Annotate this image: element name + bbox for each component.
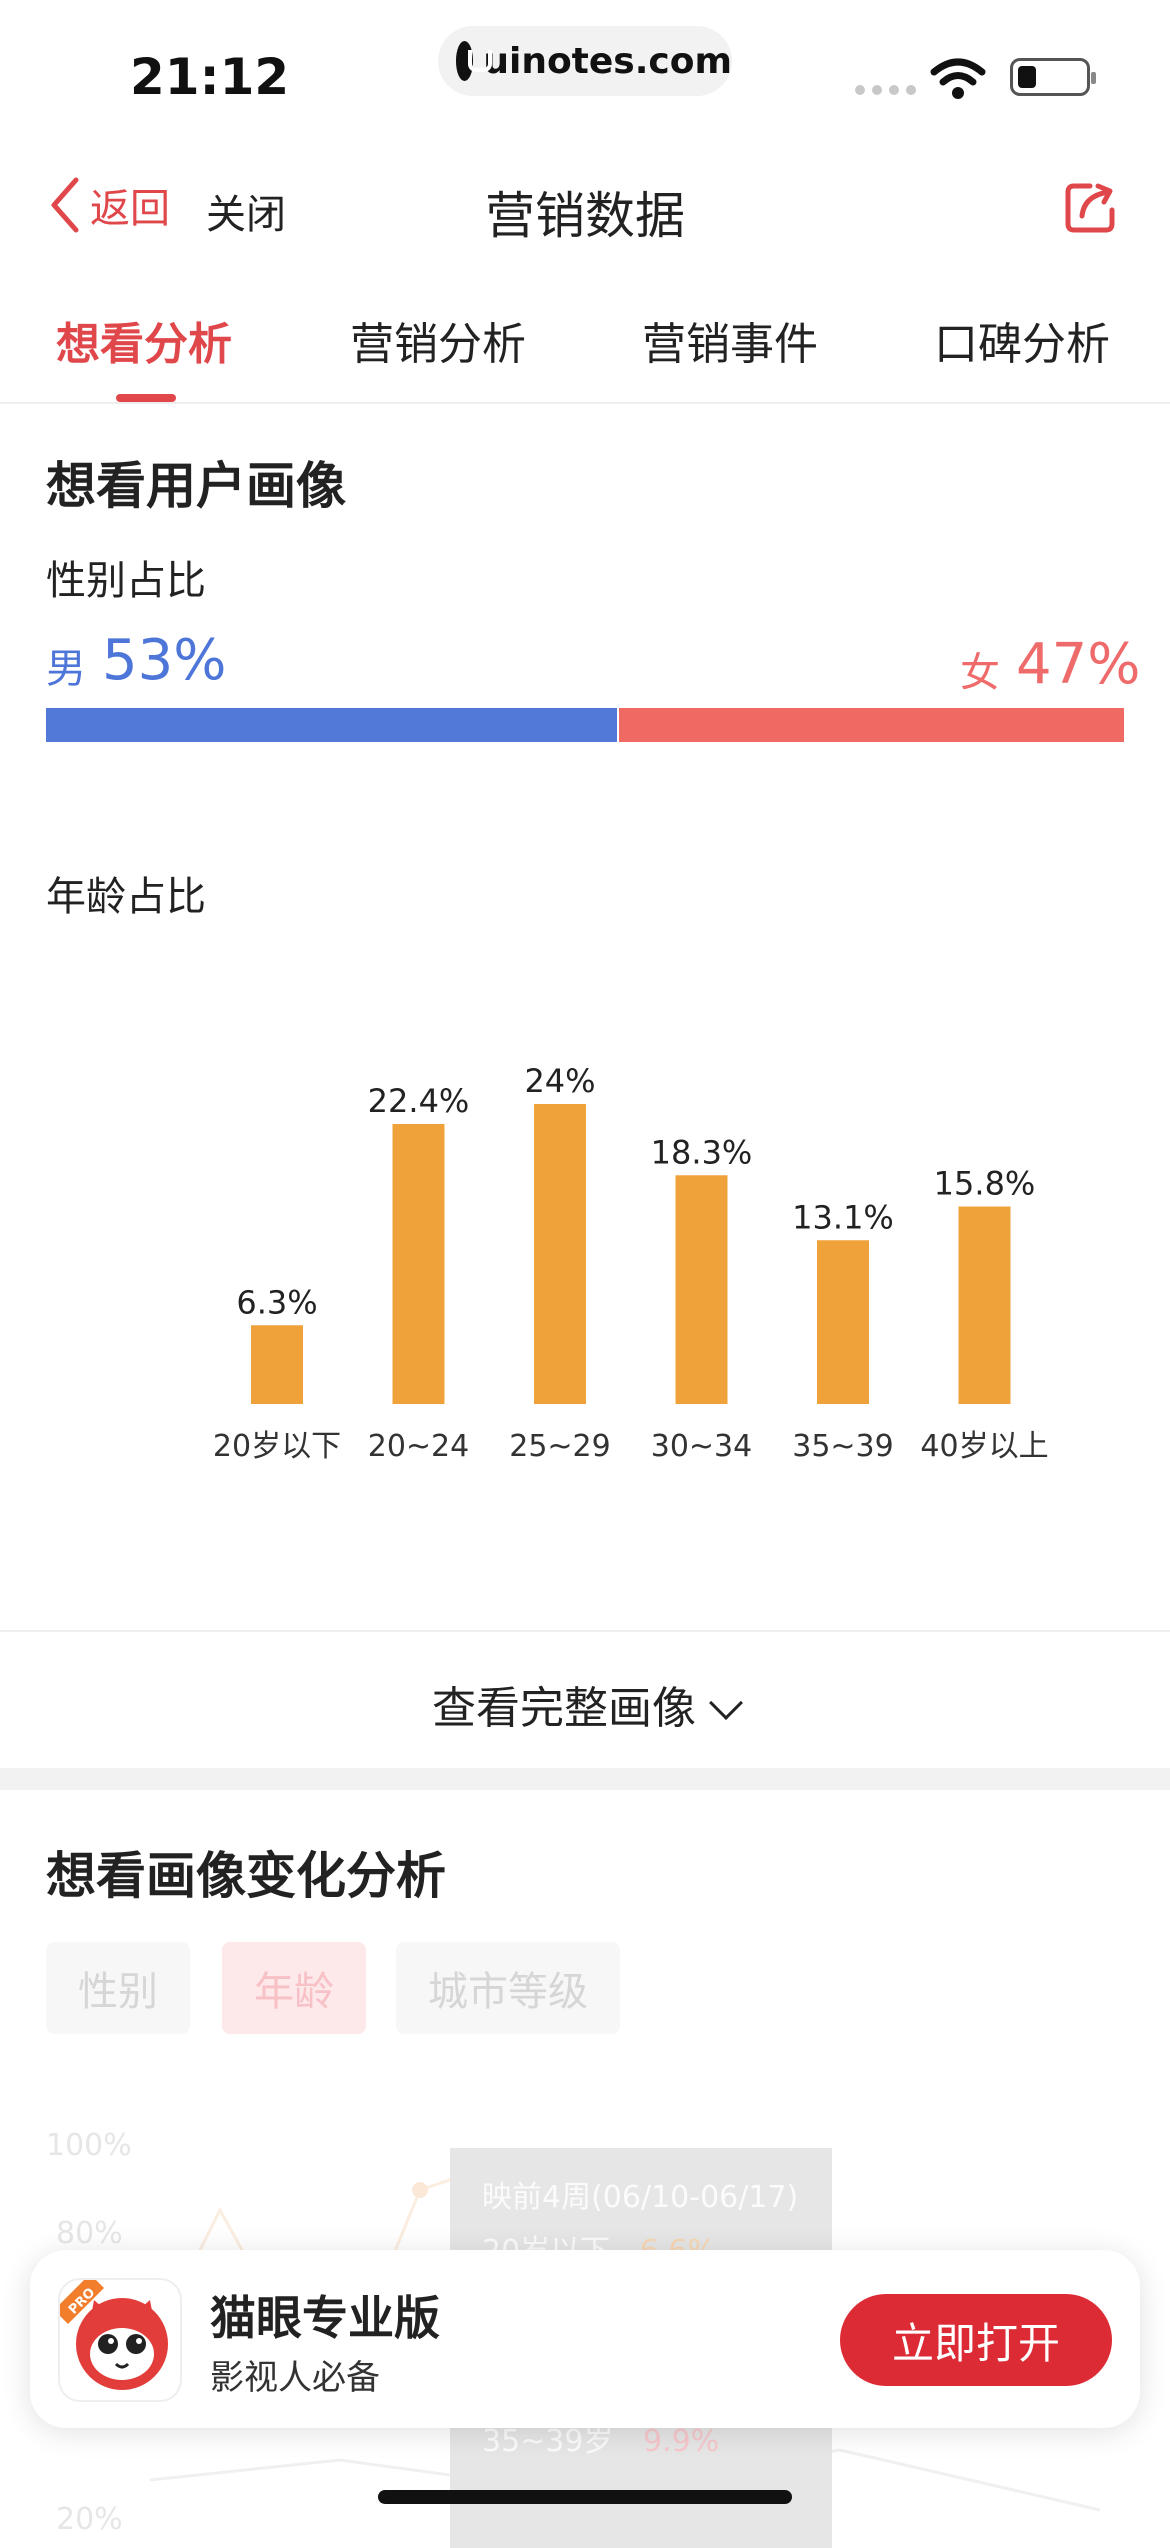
tab-indicator bbox=[116, 394, 176, 402]
section-gap bbox=[0, 1768, 1170, 1790]
wifi-icon bbox=[930, 58, 986, 99]
back-label: 返回 bbox=[90, 186, 170, 232]
url-pill[interactable]: uinotes.com bbox=[438, 26, 732, 96]
open-app-button[interactable]: 立即打开 bbox=[840, 2294, 1112, 2386]
age-bar-value-label: 15.8% bbox=[934, 1165, 1036, 1203]
page-title: 营销数据 bbox=[485, 187, 685, 245]
age-bar-chart: 6.3% 20岁以下 22.4% 20~24 24% 25~29 18.3% 30~34 13.… bbox=[213, 1062, 1049, 1464]
tooltip-header: 映前4周(06/10-06/17) bbox=[482, 2180, 799, 2215]
close-button[interactable]: 关闭 bbox=[206, 192, 286, 238]
section-title: 想看用户画像 bbox=[46, 457, 346, 515]
battery-icon bbox=[1010, 58, 1096, 96]
female-value: 47% bbox=[1016, 632, 1141, 697]
age-title: 年龄占比 bbox=[46, 874, 206, 920]
tab-marketing-events[interactable]: 营销事件 bbox=[642, 319, 818, 370]
chevron-down-icon bbox=[709, 1686, 743, 1720]
tooltip-row-value: 9.9% bbox=[643, 2424, 720, 2459]
y-tick-80: 80% bbox=[56, 2216, 123, 2251]
age-bar bbox=[958, 1206, 1011, 1404]
age-bar-value-label: 6.3% bbox=[236, 1283, 317, 1321]
share-icon[interactable] bbox=[1062, 180, 1118, 236]
tooltip-row-label: 35~39岁 bbox=[482, 2424, 614, 2459]
status-time: 21:12 bbox=[130, 48, 290, 106]
female-label: 女 bbox=[960, 650, 1000, 696]
view-full-profile-button[interactable]: 查看完整画像 bbox=[0, 1672, 1170, 1736]
app-slogan: 影视人必备 bbox=[210, 2358, 380, 2398]
tab-want-analysis[interactable]: 想看分析 bbox=[56, 319, 232, 370]
male-label: 男 bbox=[46, 646, 86, 692]
age-bar bbox=[251, 1325, 303, 1404]
back-button[interactable]: 返回 bbox=[48, 176, 170, 234]
gender-bar-female bbox=[619, 708, 1124, 742]
maoyan-app-icon: PRO bbox=[58, 2278, 182, 2402]
age-bar bbox=[534, 1104, 586, 1404]
age-category-label: 30~34 bbox=[651, 1429, 752, 1464]
age-category-label: 20~24 bbox=[368, 1429, 469, 1464]
tab-marketing-analysis[interactable]: 营销分析 bbox=[350, 319, 526, 370]
app-download-banner[interactable]: PRO 猫眼专业版 影视人必备 立即打开 bbox=[30, 2250, 1140, 2428]
age-bar-value-label: 22.4% bbox=[368, 1082, 470, 1120]
divider bbox=[0, 1630, 1170, 1632]
gender-bar-male bbox=[46, 708, 617, 742]
y-tick-100: 100% bbox=[46, 2128, 132, 2163]
home-indicator bbox=[378, 2490, 792, 2504]
age-bar-value-label: 13.1% bbox=[792, 1198, 894, 1236]
filter-gender[interactable]: 性别 bbox=[46, 1942, 190, 2034]
tab-divider bbox=[0, 402, 1170, 404]
change-section-title: 想看画像变化分析 bbox=[46, 1847, 446, 1905]
y-tick-20: 20% bbox=[56, 2502, 123, 2537]
age-category-label: 25~29 bbox=[509, 1429, 610, 1464]
age-bar-value-label: 18.3% bbox=[651, 1133, 753, 1171]
age-bar-value-label: 24% bbox=[524, 1062, 595, 1100]
site-logo-icon bbox=[456, 41, 493, 81]
view-full-label: 查看完整画像 bbox=[432, 1683, 696, 1734]
gender-title: 性别占比 bbox=[46, 558, 206, 604]
app-name: 猫眼专业版 bbox=[210, 2291, 440, 2345]
filter-age[interactable]: 年龄 bbox=[222, 1942, 366, 2034]
url-text: uinotes.com bbox=[483, 40, 732, 82]
tooltip-row: 35~39岁 9.9% bbox=[482, 2416, 719, 2460]
male-value: 53% bbox=[102, 628, 227, 693]
age-bar bbox=[675, 1175, 728, 1404]
age-category-label: 40岁以上 bbox=[920, 1429, 1048, 1464]
age-category-label: 35~39 bbox=[792, 1429, 893, 1464]
age-bar bbox=[392, 1124, 445, 1404]
tab-reputation-analysis[interactable]: 口碑分析 bbox=[934, 319, 1110, 370]
chevron-left-icon bbox=[51, 177, 79, 233]
age-category-label: 20岁以下 bbox=[213, 1429, 341, 1464]
signal-icon bbox=[855, 85, 916, 95]
filter-city-level[interactable]: 城市等级 bbox=[396, 1942, 620, 2034]
age-bar bbox=[817, 1240, 869, 1404]
